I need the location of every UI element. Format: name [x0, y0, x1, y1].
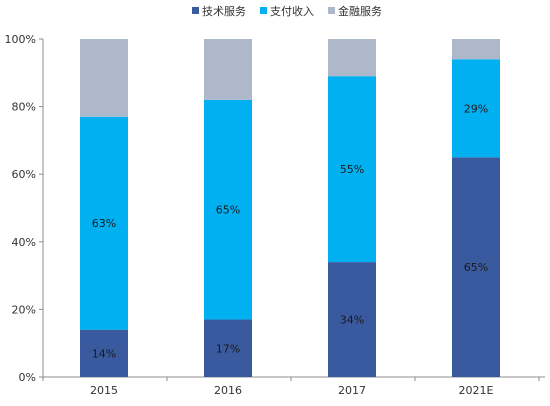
- bar-segment: [452, 59, 500, 158]
- y-axis: 0% 20% 40% 60% 80% 100%: [5, 33, 44, 384]
- legend-swatch: [192, 7, 199, 14]
- data-label: 63%: [92, 217, 116, 230]
- x-tick-label: 2016: [214, 384, 242, 397]
- bar-segment: [452, 39, 500, 60]
- y-tick-label: 100%: [5, 33, 36, 46]
- legend-label: 支付收入: [270, 4, 314, 18]
- bar-segment: [452, 157, 500, 377]
- bars: [80, 39, 500, 377]
- x-tick-label: 2017: [338, 384, 366, 397]
- y-tick-label: 60%: [12, 168, 36, 181]
- y-tick-label: 80%: [12, 101, 36, 114]
- legend-swatch: [328, 7, 335, 14]
- data-label: 65%: [464, 261, 488, 274]
- data-label: 29%: [464, 102, 488, 115]
- legend: 技术服务 支付收入 金融服务: [192, 4, 382, 18]
- bar-segment: [328, 39, 376, 77]
- data-label: 55%: [340, 163, 364, 176]
- legend-label: 金融服务: [338, 4, 382, 18]
- y-tick-label: 40%: [12, 236, 36, 249]
- bar-segment: [328, 262, 376, 377]
- data-label: 14%: [92, 347, 116, 360]
- bar-segment: [328, 76, 376, 263]
- bar-segment: [204, 39, 252, 100]
- bar-labels: 14% 63% 17% 65% 34% 55% 65% 29%: [92, 102, 488, 360]
- data-label: 65%: [216, 204, 240, 217]
- data-label: 17%: [216, 342, 240, 355]
- bar-segment: [80, 39, 128, 117]
- bar-segment: [204, 99, 252, 320]
- y-tick-label: 20%: [12, 303, 36, 316]
- legend-swatch: [260, 7, 267, 14]
- data-label: 34%: [340, 314, 364, 327]
- bar-segment: [80, 116, 128, 330]
- bar-segment: [80, 329, 128, 377]
- bar-segment: [204, 319, 252, 377]
- y-tick-label: 0%: [19, 371, 36, 384]
- x-tick-label: 2015: [90, 384, 118, 397]
- x-axis: 2015 2016 2017 2021E: [42, 376, 545, 397]
- legend-label: 技术服务: [202, 5, 246, 18]
- x-tick-label: 2021E: [459, 384, 494, 397]
